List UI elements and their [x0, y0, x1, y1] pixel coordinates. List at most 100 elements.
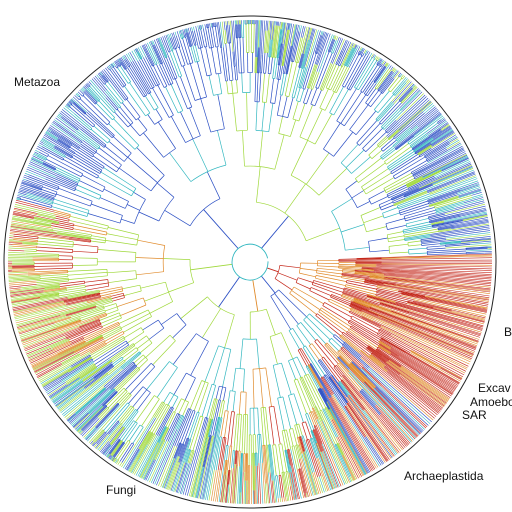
- branch: [336, 67, 350, 93]
- branch-arc: [292, 118, 300, 122]
- branch: [301, 376, 317, 407]
- branch: [300, 39, 310, 68]
- branch: [347, 49, 357, 67]
- branch: [396, 128, 412, 142]
- leaf-branch: [363, 382, 417, 439]
- branch: [89, 372, 108, 387]
- branch: [63, 294, 100, 303]
- leaf-branch: [367, 375, 424, 432]
- branch: [333, 335, 343, 345]
- branch: [146, 361, 170, 390]
- branch: [105, 333, 125, 345]
- branch: [56, 319, 81, 329]
- branch: [290, 140, 309, 176]
- branch: [121, 394, 132, 407]
- branch: [350, 363, 375, 389]
- branch: [39, 149, 49, 155]
- branch: [73, 243, 99, 248]
- branch-arc: [179, 75, 182, 78]
- leaf-branch: [174, 31, 177, 36]
- branch-arc: [139, 129, 148, 137]
- branch: [322, 376, 334, 395]
- branch: [307, 365, 322, 389]
- leaf-branch: [346, 403, 387, 462]
- branch: [242, 453, 245, 473]
- branch: [325, 374, 347, 406]
- leaf-branch: [460, 237, 491, 242]
- leaf-branch: [34, 351, 75, 372]
- branch: [232, 368, 237, 392]
- leaf-branch: [11, 220, 54, 229]
- branch: [262, 445, 266, 484]
- branch: [236, 79, 238, 93]
- branch: [321, 358, 340, 383]
- leaf-branch: [21, 182, 31, 186]
- leaf-branch: [17, 315, 67, 331]
- branch: [65, 305, 96, 316]
- branch: [341, 347, 363, 368]
- branch: [263, 30, 267, 53]
- branch: [157, 121, 176, 149]
- branch: [385, 177, 415, 194]
- leaf-branch: [52, 121, 56, 125]
- branch: [145, 56, 160, 85]
- leaf-branch: [433, 307, 485, 321]
- branch: [236, 450, 238, 465]
- leaf-branch: [348, 394, 395, 457]
- branch: [13, 233, 39, 238]
- leaf-branch: [16, 308, 77, 326]
- branch: [189, 415, 201, 450]
- branch: [299, 104, 314, 138]
- leaf-branch: [116, 60, 119, 64]
- leaf-branch: [18, 315, 71, 332]
- branch: [73, 336, 103, 352]
- leaf-branch: [67, 413, 76, 422]
- branch: [376, 293, 408, 303]
- branch: [189, 107, 201, 136]
- branch: [172, 408, 189, 446]
- leaf-branch: [367, 51, 371, 56]
- leaf-branch: [54, 361, 113, 405]
- leaf-branch: [27, 166, 47, 176]
- leaf-branch: [398, 356, 455, 393]
- branch: [338, 356, 350, 370]
- branch: [239, 453, 242, 493]
- branch: [312, 284, 342, 296]
- branch: [135, 395, 155, 423]
- branch: [133, 354, 144, 364]
- branch: [349, 56, 371, 91]
- branch: [163, 39, 170, 53]
- branch: [391, 187, 419, 200]
- branch: [178, 443, 184, 457]
- leaf-branch: [330, 397, 374, 471]
- leaf-branch: [60, 374, 109, 414]
- branch: [120, 62, 126, 70]
- branch: [265, 407, 270, 445]
- branch: [262, 407, 268, 446]
- leaf-branch: [225, 484, 229, 503]
- leaf-branch: [392, 68, 396, 72]
- branch: [310, 71, 318, 89]
- branch: [170, 116, 186, 143]
- leaf-branch: [63, 367, 122, 417]
- branch: [414, 139, 434, 153]
- leaf-branch: [90, 440, 94, 445]
- leaf-branch: [70, 388, 111, 426]
- branch: [27, 176, 59, 189]
- leaf-branch: [337, 36, 340, 41]
- leaf-branch: [88, 81, 92, 85]
- branch: [79, 366, 97, 379]
- branch: [421, 239, 447, 243]
- branch: [401, 293, 414, 297]
- branch: [114, 367, 139, 390]
- leaf-branch: [290, 486, 294, 501]
- leaf-branch: [241, 472, 244, 504]
- branch: [263, 52, 266, 74]
- leaf-branch: [321, 443, 339, 488]
- leaf-branch: [54, 119, 84, 141]
- leaf-branch: [391, 69, 398, 78]
- branch: [426, 245, 446, 248]
- branch: [286, 46, 294, 75]
- branch: [269, 39, 272, 58]
